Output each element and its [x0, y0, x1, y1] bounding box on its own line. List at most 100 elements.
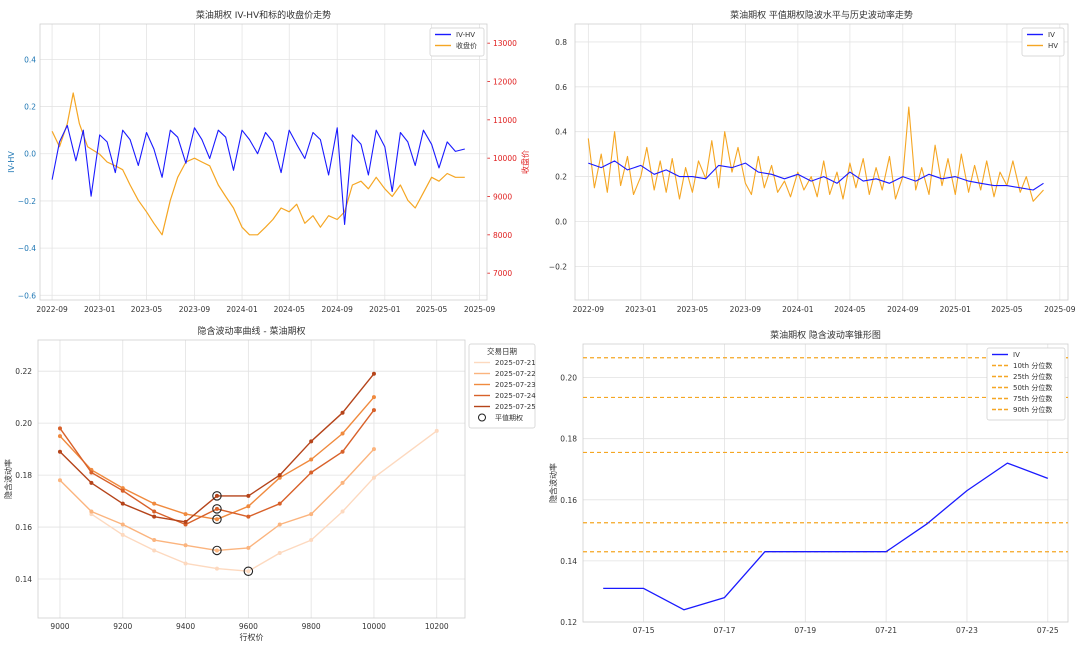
smile-point — [340, 449, 345, 454]
smile-point — [309, 538, 314, 543]
y-tick-label: 0.14 — [15, 575, 32, 584]
chart-title: 菜油期权 隐含波动率锥形图 — [770, 329, 881, 341]
x-tick-label: 07-15 — [633, 626, 655, 635]
y2-tick-label: 12000 — [493, 78, 517, 87]
y-tick-label: 0.0 — [24, 150, 36, 159]
y-tick-label: 0.16 — [560, 496, 577, 505]
smile-point — [214, 548, 219, 553]
x-tick-label: 2025-09 — [464, 305, 496, 314]
atm-marker — [212, 545, 222, 556]
smile-point — [89, 509, 94, 514]
smile-point — [183, 561, 188, 566]
legend-label: 10th 分位数 — [1013, 361, 1052, 370]
x-tick-label: 07-21 — [875, 626, 897, 635]
x-tick-label: 2024-09 — [887, 305, 919, 314]
smile-point — [183, 519, 188, 524]
x-tick-label: 2025-01 — [369, 305, 401, 314]
y2-tick-label: 11000 — [493, 116, 517, 125]
series-hv-line — [587, 106, 1044, 202]
atm-marker — [212, 514, 222, 525]
series-iv-line — [603, 462, 1049, 611]
y-tick-label: 0.18 — [15, 471, 32, 480]
y2-axis-label: 收盘价 — [520, 150, 530, 174]
x-tick-label: 07-19 — [794, 626, 816, 635]
smile-point — [434, 428, 439, 433]
y-axis-label: IV-HV — [7, 151, 16, 173]
y-tick-label: 0.6 — [555, 83, 567, 92]
x-tick-label: 2024-09 — [322, 305, 354, 314]
smile-point — [246, 504, 251, 509]
legend-label: 50th 分位数 — [1013, 383, 1052, 392]
x-tick-label: 9600 — [239, 622, 258, 631]
chart-iv-hv-levels: 2022-09 2023-01 2023-05 2023-09 2024-01 2024-… — [549, 9, 1076, 314]
legend-label: 2025-07-24 — [495, 392, 536, 400]
x-tick-label: 2022-09 — [573, 305, 605, 314]
x-tick-label: 2023-09 — [179, 305, 211, 314]
chart-title: 隐含波动率曲线 - 菜油期权 — [198, 325, 306, 337]
y-tick-label: 0.20 — [560, 374, 577, 383]
smile-point — [120, 532, 125, 537]
x-tick-label: 2025-05 — [416, 305, 448, 314]
smile-point — [89, 480, 94, 485]
legend-label: 90th 分位数 — [1013, 405, 1052, 414]
y-tick-label: −0.2 — [549, 262, 567, 271]
series-close-line — [51, 92, 465, 236]
smile-point — [214, 517, 219, 522]
atm-marker — [243, 566, 254, 576]
plot-frame — [574, 23, 1069, 301]
smile-point — [309, 470, 314, 475]
x-tick-label: 2025-09 — [1044, 305, 1076, 314]
y2-tick-label: 13000 — [493, 39, 517, 48]
smile-point — [246, 569, 251, 574]
smile-point — [152, 509, 157, 514]
x-tick-label: 2023-01 — [625, 305, 657, 314]
y-tick-label: 0.18 — [560, 435, 577, 444]
y2-tick-label: 9000 — [493, 193, 512, 202]
x-axis-label: 行权价 — [240, 632, 264, 642]
legend-label: 2025-07-21 — [495, 359, 536, 367]
y-tick-label: 0.0 — [555, 217, 567, 226]
y-axis-label: 隐含波动率 — [548, 463, 558, 503]
x-tick-label: 2025-05 — [991, 305, 1023, 314]
y2-tick-label: 10000 — [493, 154, 517, 163]
smile-point — [183, 543, 188, 548]
smile-point — [120, 488, 125, 493]
smile-point — [214, 493, 219, 498]
y-tick-label: 0.2 — [555, 173, 567, 182]
smile-point — [89, 470, 94, 475]
y-tick-label: −0.2 — [18, 197, 36, 206]
x-tick-label: 2023-05 — [677, 305, 709, 314]
legend-label: IV-HV — [456, 31, 475, 39]
y-tick-label: −0.4 — [18, 244, 36, 253]
x-tick-label: 2024-05 — [274, 305, 306, 314]
legend-title: 交易日期 — [487, 346, 517, 356]
y-tick-label: 0.4 — [555, 128, 567, 137]
smile-point — [277, 473, 282, 478]
y-axis-label: 隐含波动率 — [3, 459, 13, 499]
smile-point — [57, 449, 62, 454]
x-tick-label: 9000 — [50, 622, 69, 631]
smile-point — [340, 431, 345, 436]
plot-frame — [37, 339, 466, 619]
plot-bg — [38, 340, 465, 618]
smile-point — [152, 548, 157, 553]
smile-point — [152, 514, 157, 519]
smile-point — [57, 434, 62, 439]
y-tick-label: 0.4 — [24, 55, 36, 64]
smile-point — [277, 522, 282, 527]
x-tick-label: 9200 — [113, 622, 132, 631]
legend-label: 25th 分位数 — [1013, 372, 1052, 381]
legend-label: 2025-07-22 — [495, 370, 536, 378]
y-tick-label: 0.14 — [560, 557, 577, 566]
smile-point — [371, 371, 376, 376]
smile-point — [340, 480, 345, 485]
x-tick-label: 9800 — [302, 622, 321, 631]
chart-iv-hv-close: 2022-09 2023-01 2023-05 2023-09 2024-01 2024-… — [7, 9, 530, 314]
y-tick-label: 0.2 — [24, 103, 36, 112]
x-tick-label: 10000 — [362, 622, 386, 631]
x-tick-label: 07-17 — [714, 626, 736, 635]
legend-label: 2025-07-23 — [495, 381, 536, 389]
series-iv-hv-line — [51, 124, 465, 226]
plot-frame — [582, 343, 1069, 623]
smile-point — [371, 408, 376, 413]
